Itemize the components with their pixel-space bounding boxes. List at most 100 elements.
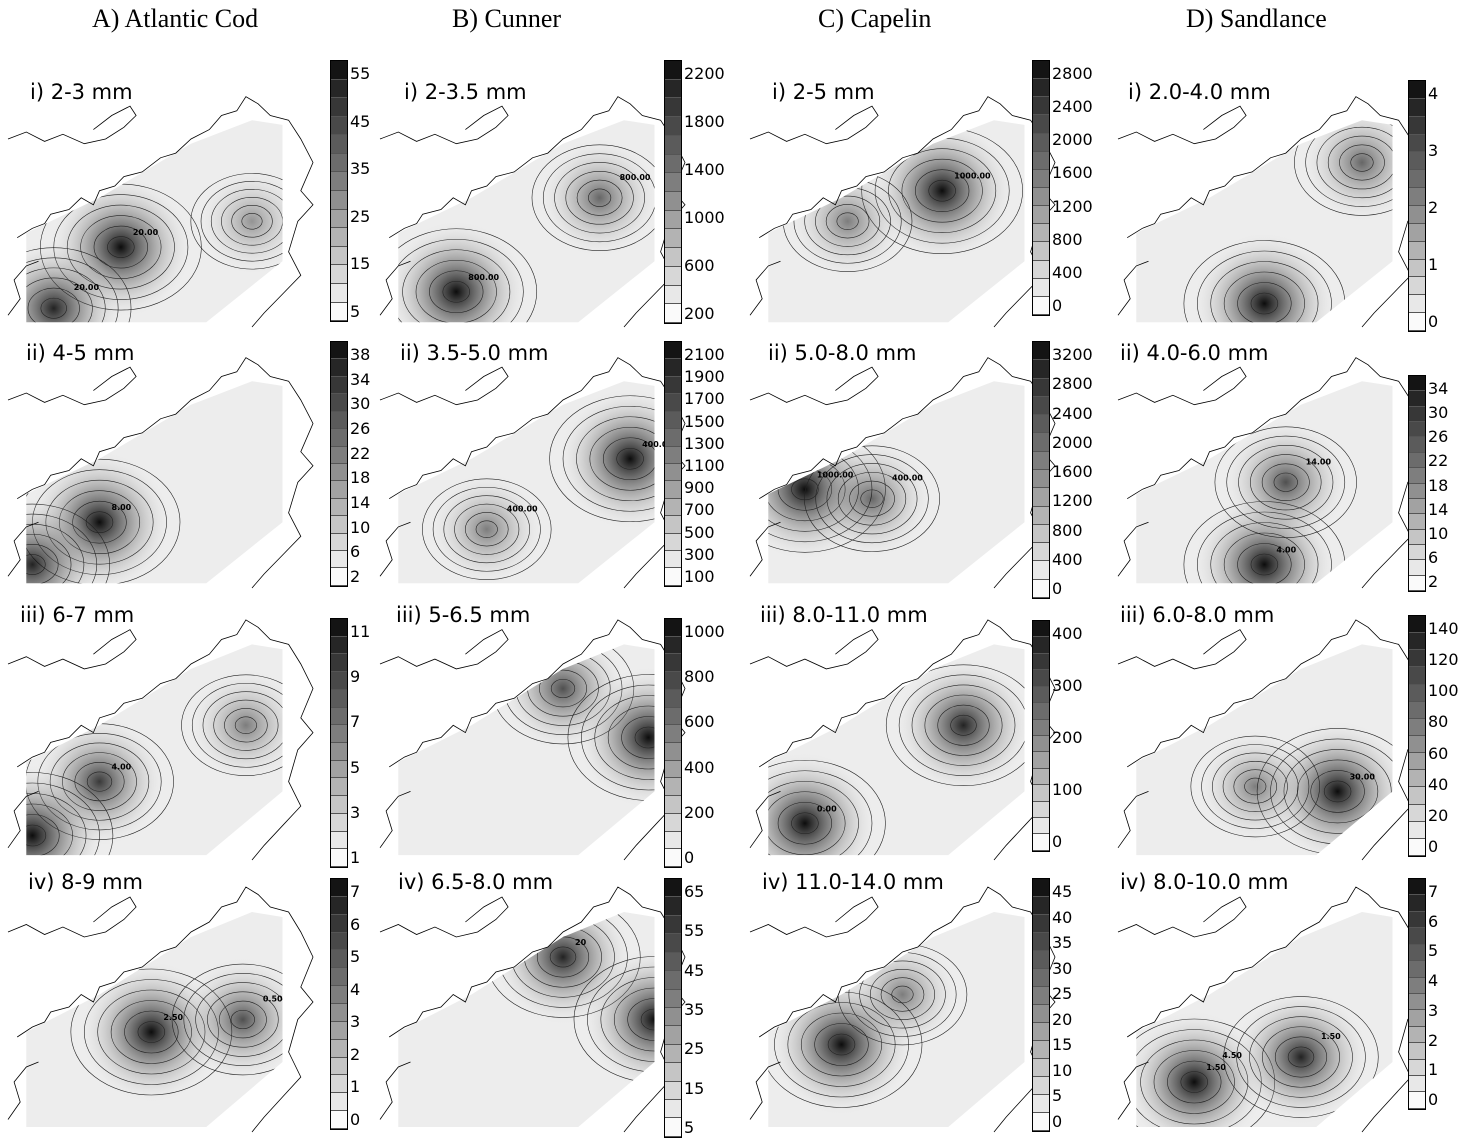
colorbar-swatch [1409,735,1425,754]
colorbar-swatch [665,1044,681,1064]
coastline [379,521,411,577]
colorbar-tick-label: 22 [350,443,371,463]
contour-line [26,267,106,323]
colorbar-tick-label: 1000 [684,622,725,641]
colorbar-tick-label: 22 [1428,451,1449,471]
colorbar-swatch [1033,296,1049,315]
colorbar-swatch [665,1007,681,1027]
colorbar-swatch [1033,396,1049,416]
contour-map: 0.00 [749,619,1056,861]
coastline [1117,629,1247,670]
colorbar-swatch [1033,1005,1049,1023]
colorbar-swatch [1409,718,1425,736]
panel-label: i) 2-5 mm [772,80,875,104]
colorbar-swatch [331,778,347,797]
contour-line [1233,769,1278,804]
colorbar-swatch [331,986,347,1005]
colorbar-swatch [1409,483,1425,499]
contour-label: 400.00 [892,474,923,483]
colorbar-swatch [1409,787,1425,805]
coastline [1117,260,1149,316]
contour-line [550,678,576,699]
colorbar-swatch [1409,152,1425,171]
contour-line [464,512,509,547]
contour-label: 20.00 [74,283,100,292]
colorbar-tick-label: 34 [350,369,371,389]
contour-line [837,471,907,526]
contour-line [581,684,655,791]
contour-label: 800.00 [620,173,651,182]
colorbar-swatch [1033,187,1049,207]
colorbar-swatch [1033,951,1049,969]
panel-label: ii) 5.0-8.0 mm [768,341,917,365]
contour-line [576,416,655,502]
contour-line [1250,553,1279,576]
contour-line [898,674,1025,776]
colorbar-swatch [1409,134,1425,153]
colorbar-swatch [1409,911,1425,929]
colorbar: 38 34 30 26 22 18 14 10 6 2 [330,341,410,587]
colorbar-swatch [1409,1043,1425,1060]
density-hotspot [430,473,543,584]
colorbar-swatch [1033,561,1049,580]
colorbar-swatch [665,117,681,136]
colorbar-tick-label: 25 [684,1039,705,1059]
colorbar-swatch [331,672,347,690]
colorbar-swatch [331,191,347,210]
colorbar: 7 6 5 4 3 2 1 0 [1408,878,1469,1110]
contour-line [234,716,257,734]
colorbar-swatch [1033,415,1049,434]
colorbar-swatch [331,116,347,136]
coastline [7,521,39,577]
contour-line [210,189,283,254]
colorbar-tick-label: 700 [684,500,715,520]
colorbar-swatch [1409,895,1425,912]
colorbar-swatch [1033,915,1049,933]
colorbar-tick-label: 140 [1428,619,1459,638]
colorbar-tick-label: 60 [1428,743,1449,763]
contour-line [224,708,268,743]
colorbar-swatch [1409,313,1425,332]
colorbar-tick-label: 40 [1428,774,1449,794]
panel-label: ii) 4-5 mm [26,341,135,365]
colorbar: 45 40 35 30 25 20 15 10 5 0 [1032,878,1112,1132]
contour-line [213,699,279,751]
colorbar-swatch [1409,188,1425,207]
contour-line [191,682,283,768]
colorbar-swatch [665,210,681,230]
colorbar-swatch [331,302,347,322]
contour-line [826,463,918,535]
contour-line [1153,1050,1235,1114]
colorbar-tick-label: 15 [1052,1035,1073,1055]
colorbar-swatch [331,551,347,569]
colorbar-tick-label: 5 [350,302,361,321]
contour-line [589,426,655,491]
colorbar-swatch [1409,944,1425,962]
colorbar-swatch [1409,295,1425,314]
contour-line [827,1033,856,1056]
colorbar-tick-label: 0 [1428,837,1439,856]
contour-line [768,780,859,856]
colorbar-tick-label: 35 [350,159,371,179]
colorbar-tick-label: 0 [1052,296,1063,315]
colorbar-swatch [1409,514,1425,530]
colorbar-swatch [331,831,347,850]
colorbar-swatch [331,153,347,173]
colorbar-swatch [1409,223,1425,242]
contour-line [1339,144,1385,181]
colorbar-swatch [665,551,681,569]
colorbar-swatch [1033,224,1049,243]
colorbar-swatch [665,672,681,690]
coastline [7,1061,39,1120]
contour-line [562,405,655,512]
colorbar-swatch [1033,1095,1049,1113]
contour-label: 400.00 [507,504,538,513]
colorbar-swatch [1033,543,1049,562]
colorbar-swatch [665,135,681,155]
colorbar-swatch [331,689,347,708]
colorbar-swatch [1033,260,1049,279]
coastline [7,791,39,849]
colorbar-tick-label: 2 [350,1044,361,1064]
colorbar-swatch [665,879,681,898]
colorbar-swatch [331,796,347,814]
